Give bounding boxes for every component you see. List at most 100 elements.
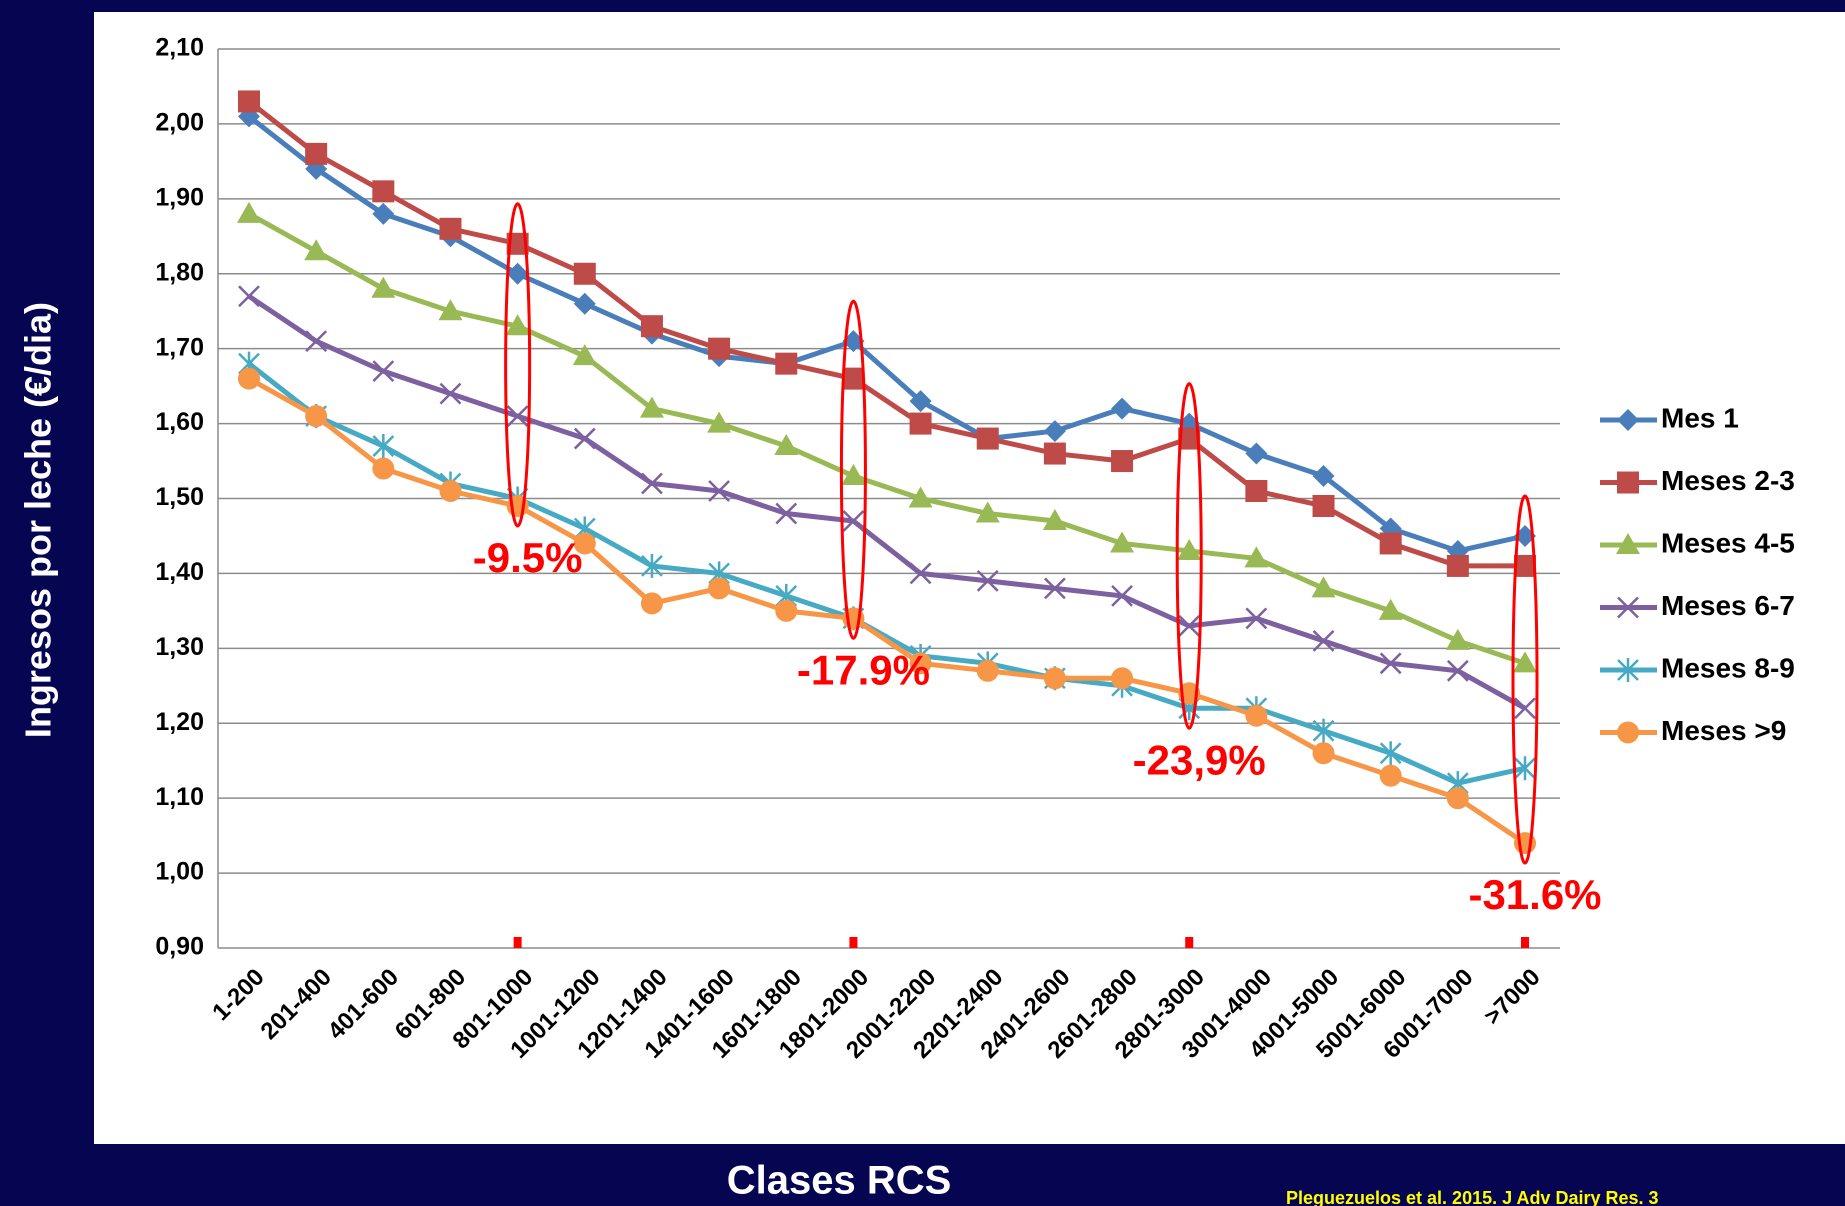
marker xyxy=(1617,721,1639,744)
marker xyxy=(1379,532,1402,555)
marker xyxy=(1245,607,1268,630)
marker xyxy=(438,299,463,321)
y-tick-label: 1,00 xyxy=(155,858,204,886)
marker xyxy=(305,142,328,165)
series-line xyxy=(247,114,1526,554)
source: Pleguezuelos et al. 2015. J Adv Dairy Re… xyxy=(1286,1188,1659,1206)
marker xyxy=(639,396,664,418)
annotation-label: -9.5% xyxy=(473,534,583,581)
marker xyxy=(975,501,1000,523)
annotation-ellipse xyxy=(839,299,867,640)
marker xyxy=(1312,742,1335,765)
marker xyxy=(1378,598,1403,620)
marker xyxy=(640,315,663,338)
marker xyxy=(1245,480,1268,503)
marker xyxy=(1245,442,1268,465)
marker xyxy=(909,562,932,585)
marker xyxy=(1110,531,1135,553)
x-axis-title: Clases RCS xyxy=(727,1159,952,1203)
marker xyxy=(372,180,395,203)
marker xyxy=(1617,596,1639,619)
marker xyxy=(1617,658,1639,682)
y-tick-label: 1,30 xyxy=(155,633,204,661)
marker xyxy=(439,480,462,503)
marker xyxy=(641,553,663,578)
legend-label: Meses >9 xyxy=(1661,715,1786,746)
y-tick-label: 1,10 xyxy=(155,783,204,811)
series-line xyxy=(247,376,1527,846)
marker xyxy=(237,201,261,223)
y-tick-label: 1,70 xyxy=(155,333,204,361)
marker xyxy=(1244,546,1269,568)
y-tick-label: 2,00 xyxy=(155,109,204,137)
marker xyxy=(708,480,730,502)
legend-label: Meses 4-5 xyxy=(1661,527,1795,558)
marker xyxy=(506,405,529,427)
marker xyxy=(439,382,462,405)
annotation-ellipse xyxy=(504,202,532,528)
series xyxy=(237,201,1537,673)
marker xyxy=(842,510,865,532)
marker xyxy=(1514,524,1536,547)
marker xyxy=(640,592,663,615)
marker xyxy=(505,314,530,336)
annotation-tick xyxy=(513,937,522,948)
marker xyxy=(909,390,932,413)
marker xyxy=(1616,533,1640,554)
marker xyxy=(641,472,663,495)
marker xyxy=(708,577,731,600)
marker xyxy=(305,405,328,428)
marker xyxy=(1446,787,1469,810)
marker xyxy=(1043,442,1066,465)
marker xyxy=(304,239,329,261)
marker xyxy=(1245,704,1268,727)
marker xyxy=(372,434,395,459)
marker xyxy=(372,202,395,225)
series-line xyxy=(247,361,1526,786)
marker xyxy=(1111,667,1134,690)
marker xyxy=(775,502,798,525)
y-tick-label: 1,20 xyxy=(155,708,204,736)
marker xyxy=(238,367,260,390)
marker xyxy=(841,464,866,486)
y-axis-title: Ingresos por leche (€/dia) xyxy=(18,302,59,738)
y-tick-label: 1,60 xyxy=(155,408,204,436)
marker xyxy=(238,285,260,308)
marker xyxy=(1178,427,1201,450)
marker xyxy=(572,344,597,366)
marker xyxy=(1312,718,1335,743)
y-tick-label: 1,40 xyxy=(155,558,204,586)
marker xyxy=(708,337,731,360)
legend-label: Meses 6-7 xyxy=(1661,590,1795,621)
marker xyxy=(775,599,798,622)
marker xyxy=(1042,508,1067,530)
marker xyxy=(1617,471,1639,494)
marker xyxy=(1379,652,1402,675)
marker xyxy=(842,330,865,353)
annotation-label: -17.9% xyxy=(797,646,930,693)
marker xyxy=(909,412,932,435)
marker xyxy=(1445,628,1470,650)
marker xyxy=(1513,651,1537,673)
marker xyxy=(573,292,596,315)
marker xyxy=(1111,450,1134,473)
series-line xyxy=(247,99,1525,569)
y-tick-label: 0,90 xyxy=(155,933,204,961)
marker xyxy=(1379,741,1402,766)
marker xyxy=(573,427,596,450)
series xyxy=(238,285,1536,720)
annotation-label: -31.6% xyxy=(1468,871,1601,918)
marker xyxy=(1111,585,1133,607)
marker xyxy=(1514,554,1536,577)
y-tick-label: 1,50 xyxy=(155,483,204,511)
marker xyxy=(775,352,798,375)
marker xyxy=(573,262,596,285)
annotation-tick xyxy=(1185,937,1194,948)
series xyxy=(238,90,1536,577)
marker xyxy=(976,659,999,682)
marker xyxy=(909,652,932,675)
marker xyxy=(1312,465,1335,488)
marker xyxy=(1312,629,1335,652)
marker xyxy=(371,276,396,298)
marker xyxy=(1446,659,1469,682)
